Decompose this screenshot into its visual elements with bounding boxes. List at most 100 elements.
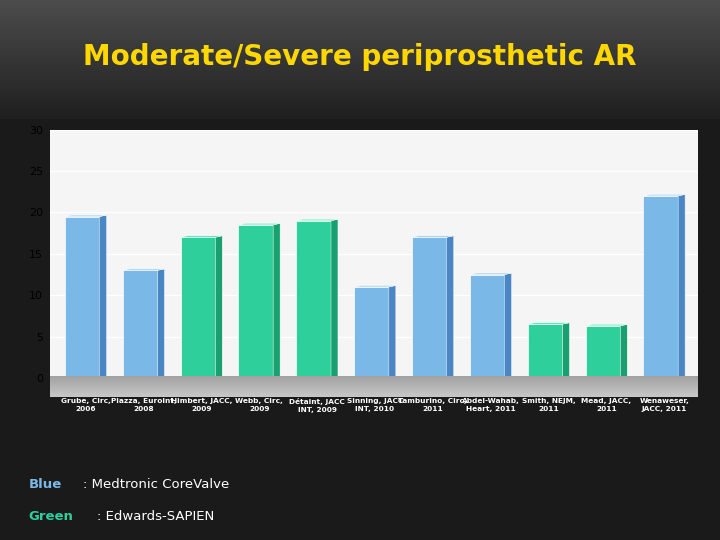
Polygon shape — [505, 273, 511, 378]
Bar — [0, 6, 720, 8]
Bar — [50, 389, 698, 390]
Text: : Medtronic CoreValve: : Medtronic CoreValve — [83, 477, 229, 490]
Bar — [0, 89, 720, 91]
Bar — [0, 53, 720, 55]
Polygon shape — [585, 326, 621, 378]
Text: Webb, Circ,
2009: Webb, Circ, 2009 — [235, 399, 283, 412]
Bar — [50, 384, 698, 385]
Bar — [50, 396, 698, 397]
Bar — [0, 87, 720, 89]
Polygon shape — [122, 271, 158, 378]
Bar — [0, 86, 720, 87]
Bar — [0, 92, 720, 93]
Bar — [50, 376, 698, 377]
Bar — [0, 110, 720, 111]
Bar — [0, 61, 720, 62]
Bar — [0, 3, 720, 4]
Bar — [0, 68, 720, 70]
Text: Green: Green — [29, 510, 73, 523]
Bar — [0, 97, 720, 98]
Bar — [0, 104, 720, 105]
Bar — [0, 105, 720, 107]
Bar — [0, 26, 720, 28]
Bar — [0, 65, 720, 67]
Bar — [0, 0, 720, 2]
Text: : Edwards-SAPIEN: : Edwards-SAPIEN — [97, 510, 215, 523]
Bar — [0, 49, 720, 51]
Text: Himbert, JACC,
2009: Himbert, JACC, 2009 — [171, 399, 232, 412]
Bar — [0, 76, 720, 77]
Polygon shape — [158, 269, 164, 378]
Bar — [0, 18, 720, 19]
Bar — [0, 46, 720, 48]
Bar — [50, 379, 698, 380]
Polygon shape — [644, 196, 678, 378]
Bar — [50, 383, 698, 384]
Polygon shape — [470, 274, 505, 378]
Bar — [0, 73, 720, 74]
Bar — [0, 32, 720, 34]
Bar — [0, 55, 720, 56]
Text: Mead, JACC,
2011: Mead, JACC, 2011 — [581, 399, 631, 412]
Bar — [0, 52, 720, 53]
Bar — [0, 10, 720, 12]
Bar — [50, 386, 698, 387]
Bar — [0, 30, 720, 31]
Bar — [0, 98, 720, 99]
Bar — [0, 85, 720, 86]
Bar — [0, 2, 720, 3]
Bar — [0, 12, 720, 14]
Text: Grube, Circ,
2006: Grube, Circ, 2006 — [60, 399, 111, 412]
Bar — [0, 116, 720, 117]
Bar — [0, 39, 720, 40]
Bar — [0, 48, 720, 49]
Text: Smith, NEJM,
2011: Smith, NEJM, 2011 — [522, 399, 575, 412]
Bar — [0, 56, 720, 58]
Polygon shape — [412, 236, 454, 237]
Polygon shape — [470, 273, 511, 274]
Bar — [0, 44, 720, 46]
Bar — [0, 79, 720, 80]
Bar — [0, 58, 720, 59]
Bar — [50, 395, 698, 396]
Polygon shape — [354, 287, 389, 378]
Bar — [0, 64, 720, 65]
Bar — [0, 77, 720, 79]
Polygon shape — [354, 286, 396, 287]
Bar — [0, 114, 720, 116]
Text: Détaint, JACC
INT, 2009: Détaint, JACC INT, 2009 — [289, 399, 345, 413]
Polygon shape — [331, 219, 338, 378]
Text: Tamburino, Circ,
2011: Tamburino, Circ, 2011 — [398, 399, 467, 412]
Bar — [0, 40, 720, 42]
Polygon shape — [297, 219, 338, 221]
Bar — [0, 25, 720, 26]
Bar — [0, 22, 720, 24]
Bar — [50, 381, 698, 382]
Bar — [50, 377, 698, 378]
Bar — [0, 51, 720, 52]
Bar — [0, 14, 720, 15]
Bar — [50, 391, 698, 392]
Bar — [0, 74, 720, 76]
Bar — [0, 36, 720, 37]
Bar — [0, 19, 720, 21]
Bar — [0, 91, 720, 92]
Polygon shape — [621, 325, 627, 378]
Bar — [50, 394, 698, 395]
Bar — [0, 101, 720, 103]
Bar — [0, 83, 720, 85]
Polygon shape — [678, 194, 685, 378]
Polygon shape — [528, 324, 562, 378]
Bar — [0, 67, 720, 68]
Bar — [50, 387, 698, 388]
Text: Moderate/Severe periprosthetic AR: Moderate/Severe periprosthetic AR — [84, 43, 636, 71]
Bar — [0, 93, 720, 95]
Text: Sinning, JACC
INT, 2010: Sinning, JACC INT, 2010 — [347, 399, 403, 412]
Bar — [0, 71, 720, 73]
Bar — [0, 37, 720, 39]
Polygon shape — [528, 323, 570, 324]
Bar — [50, 392, 698, 393]
Bar — [0, 70, 720, 71]
Bar — [0, 117, 720, 119]
Polygon shape — [585, 325, 627, 326]
